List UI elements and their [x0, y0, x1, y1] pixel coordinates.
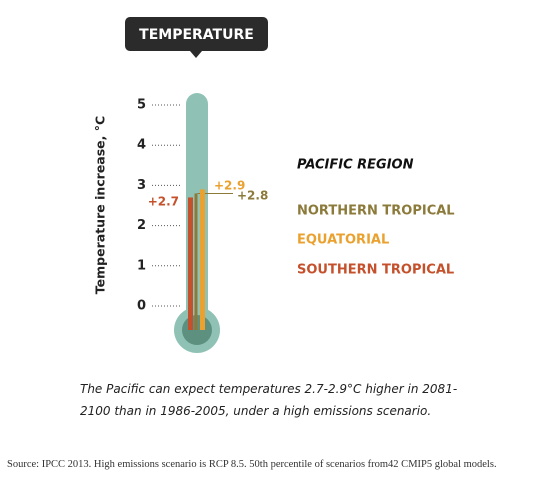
- source: Source: IPCC 2013. High emissions scenar…: [7, 459, 497, 470]
- y-tick-label: 5: [137, 98, 146, 113]
- legend-entry: NORTHERN TROPICAL: [297, 204, 455, 219]
- caption: The Pacific can expect temperatures 2.7-…: [80, 382, 458, 418]
- y-tick-label: 1: [137, 258, 146, 273]
- y-tick-label: 4: [137, 138, 146, 153]
- bar: [188, 197, 193, 330]
- legend-entry: EQUATORIAL: [297, 233, 389, 248]
- value-label: +2.8: [237, 189, 268, 203]
- value-label: +2.9: [214, 179, 245, 193]
- chart-title: TEMPERATURE: [139, 27, 254, 43]
- bar: [194, 193, 198, 330]
- y-tick-label: 2: [137, 218, 146, 233]
- legend-entry: SOUTHERN TROPICAL: [297, 263, 454, 278]
- title-box: [125, 17, 268, 51]
- value-label: +2.7: [148, 195, 179, 209]
- bar: [200, 189, 205, 330]
- y-tick-label: 3: [137, 178, 146, 193]
- y-axis-label: Temperature increase, °C: [93, 116, 108, 294]
- y-tick-label: 0: [137, 299, 146, 314]
- legend-title: PACIFIC REGION: [297, 158, 414, 173]
- title-pointer: [190, 51, 202, 58]
